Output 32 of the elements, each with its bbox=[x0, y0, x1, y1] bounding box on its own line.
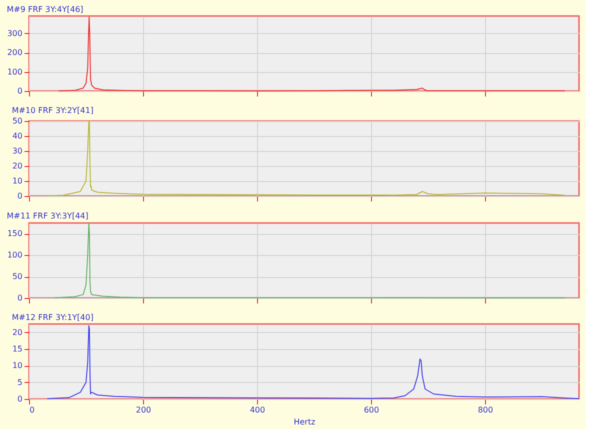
y-tick-label: 15 bbox=[12, 344, 22, 354]
chart-title: M#10 FRF 3Y:2Y[41] bbox=[12, 106, 94, 115]
chart-title: M#11 FRF 3Y:3Y[44] bbox=[6, 212, 88, 220]
y-tick-label: 100 bbox=[7, 67, 22, 76]
y-tick-label: 150 bbox=[7, 229, 22, 238]
x-axis-title: Hertz bbox=[294, 418, 316, 426]
y-tick-label: 10 bbox=[12, 361, 22, 370]
y-tick-label: 0 bbox=[17, 192, 22, 200]
y-tick-label: 30 bbox=[12, 146, 22, 156]
y-tick-label: 5 bbox=[17, 378, 22, 387]
y-tick-label: 10 bbox=[12, 176, 22, 186]
chart-title: M#12 FRF 3Y:1Y[40] bbox=[12, 313, 94, 322]
y-tick-label: 0 bbox=[17, 294, 22, 302]
line-series bbox=[46, 325, 580, 400]
x-tick-label: 600 bbox=[364, 406, 380, 414]
y-tick-label: 0 bbox=[17, 86, 22, 96]
line-series bbox=[54, 222, 566, 298]
y-tick-label: 300 bbox=[7, 28, 22, 38]
y-tick-label: 100 bbox=[7, 250, 22, 260]
line-series bbox=[46, 120, 566, 196]
chart-title: M#9 FRF 3Y:4Y[46] bbox=[6, 5, 84, 14]
x-tick-label: 800 bbox=[478, 406, 494, 414]
y-tick-label: 40 bbox=[12, 132, 22, 140]
y-tick-label: 20 bbox=[12, 162, 22, 170]
y-tick-label: 50 bbox=[12, 272, 22, 282]
x-tick-label: 200 bbox=[136, 406, 152, 414]
y-tick-label: 0 bbox=[17, 394, 22, 404]
y-tick-label: 50 bbox=[12, 116, 22, 126]
y-tick-label: 200 bbox=[7, 48, 22, 58]
y-tick-label: 20 bbox=[12, 328, 22, 337]
x-tick-label: 0 bbox=[30, 406, 35, 414]
x-tick-label: 400 bbox=[250, 406, 266, 414]
